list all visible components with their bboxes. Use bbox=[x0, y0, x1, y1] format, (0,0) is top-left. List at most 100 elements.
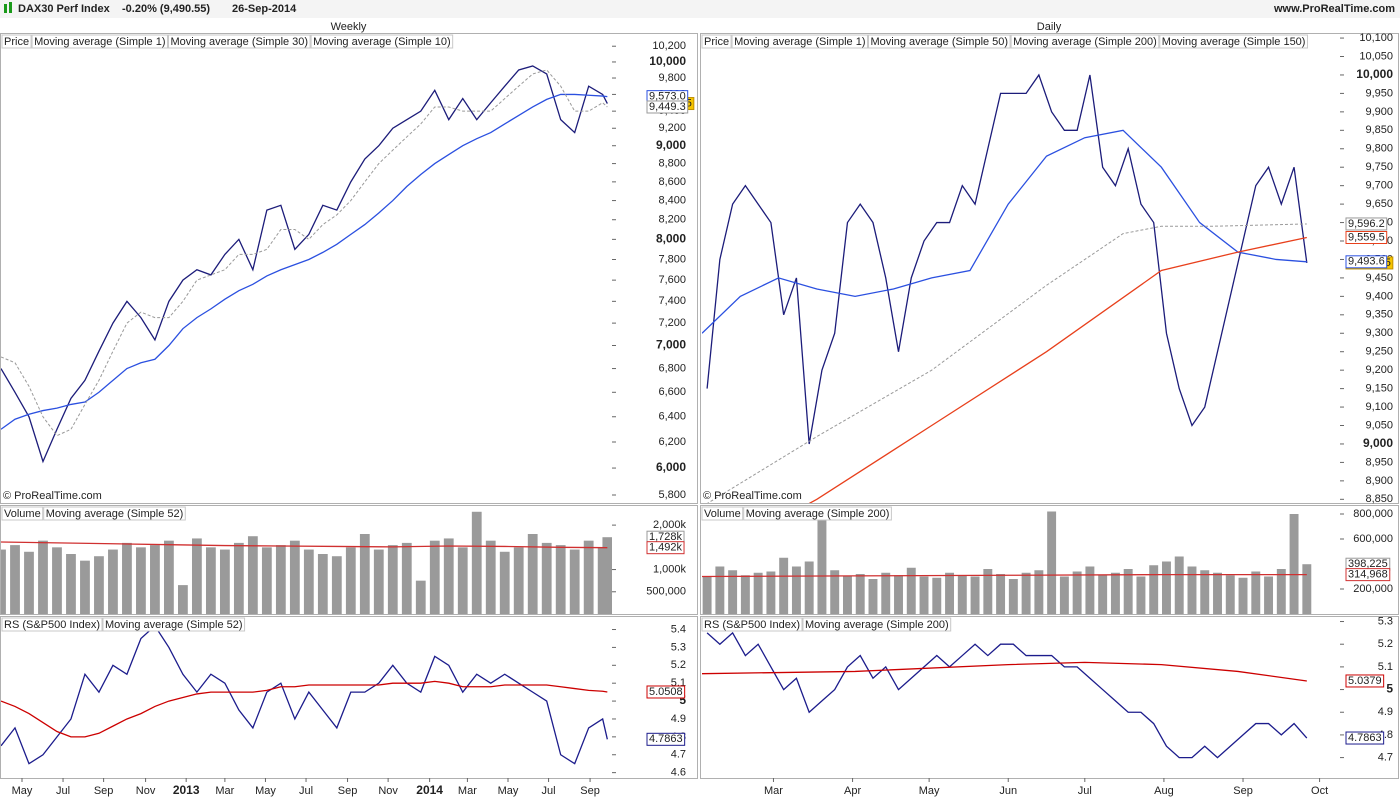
volume-bar bbox=[1059, 576, 1069, 614]
volume-bar bbox=[766, 571, 776, 614]
legend-box bbox=[802, 617, 952, 632]
legend-box bbox=[701, 34, 732, 49]
volume-bar bbox=[108, 549, 118, 614]
y-tick-label: 200,000 bbox=[1353, 583, 1393, 595]
x-tick-label: Nov bbox=[136, 785, 156, 797]
y-tick-label: 600,000 bbox=[1353, 533, 1393, 545]
y-tick-label: 9,200 bbox=[658, 122, 686, 134]
y-tick-label: 10,000 bbox=[649, 54, 686, 68]
volume-bar bbox=[1264, 576, 1274, 614]
y-tick-label: 4.9 bbox=[1378, 706, 1393, 718]
volume-bar bbox=[906, 567, 916, 614]
y-tick-label: 8,800 bbox=[658, 157, 686, 169]
x-tick-label: Mar bbox=[215, 785, 234, 797]
legend-item: Moving average (Simple 1) bbox=[34, 36, 165, 48]
volume-bar bbox=[429, 540, 440, 614]
volume-bar bbox=[457, 547, 468, 614]
watermark: © ProRealTime.com bbox=[703, 490, 802, 502]
last-value-box bbox=[1345, 731, 1385, 745]
volume-bar bbox=[804, 561, 814, 614]
y-tick-label: 500,000 bbox=[646, 586, 686, 598]
volume-bar bbox=[830, 570, 840, 614]
volume-bar bbox=[569, 549, 580, 614]
y-tick-label: 6,200 bbox=[658, 436, 686, 448]
series-line bbox=[706, 631, 1308, 759]
volume-bar bbox=[415, 580, 426, 614]
last-value-box bbox=[1345, 568, 1391, 582]
volume-bar bbox=[122, 542, 132, 614]
panel-title: Daily bbox=[1037, 21, 1062, 33]
volume-bar bbox=[1123, 569, 1133, 614]
last-value-label: 4.7863 bbox=[1348, 732, 1382, 744]
x-tick-label: Jul bbox=[299, 785, 313, 797]
y-tick-label: 9,050 bbox=[1365, 419, 1393, 431]
legend-box bbox=[701, 506, 744, 521]
x-tick-label: 2014 bbox=[416, 783, 443, 797]
volume-bar bbox=[881, 572, 891, 614]
site-link[interactable]: www.ProRealTime.com bbox=[1273, 3, 1395, 15]
legend-box bbox=[1, 617, 103, 632]
legend-box bbox=[1159, 34, 1308, 49]
legend-item: RS (S&P500 Index) bbox=[4, 619, 100, 631]
volume-bar bbox=[894, 575, 903, 614]
y-tick-label: 9,750 bbox=[1365, 161, 1393, 173]
volume-bar bbox=[983, 569, 993, 614]
plot-area bbox=[1, 65, 608, 464]
volume-bar bbox=[583, 540, 594, 614]
legend-box bbox=[168, 34, 311, 49]
volume-bar bbox=[957, 575, 967, 614]
last-value-label: 1,728k bbox=[649, 531, 683, 543]
legend-box bbox=[1, 34, 32, 49]
x-tick-label: 2013 bbox=[173, 783, 200, 797]
volume-bar bbox=[219, 549, 230, 614]
series-line bbox=[706, 73, 1308, 445]
volume-bar bbox=[178, 585, 188, 614]
x-tick-label: Jun bbox=[999, 785, 1017, 797]
x-tick-label: Sep bbox=[338, 785, 358, 797]
y-tick-label: 5 bbox=[1386, 682, 1393, 696]
volume-bar bbox=[1136, 576, 1146, 614]
x-tick-label: Jul bbox=[1078, 785, 1092, 797]
plot-area bbox=[702, 511, 1312, 614]
volume-bar bbox=[485, 540, 496, 614]
y-tick-label: 5.2 bbox=[671, 659, 686, 671]
volume-bar bbox=[1238, 577, 1248, 614]
y-tick-label: 5 bbox=[679, 693, 686, 707]
y-tick-label: 8,950 bbox=[1365, 456, 1393, 468]
last-value-box bbox=[1345, 231, 1388, 245]
volume-bar bbox=[24, 551, 34, 614]
y-tick-label: 9,000 bbox=[1363, 436, 1393, 450]
volume-bar bbox=[1276, 569, 1286, 614]
volume-bar bbox=[555, 545, 566, 614]
volume-bar bbox=[38, 540, 48, 614]
series-line bbox=[1, 624, 608, 765]
last-value-box bbox=[646, 541, 685, 555]
y-tick-label: 9,250 bbox=[1365, 346, 1393, 358]
x-tick-label: Mar bbox=[764, 785, 783, 797]
x-tick-label: Mar bbox=[458, 785, 477, 797]
last-value-label: 5.0379 bbox=[1348, 675, 1382, 687]
legend-item: Price bbox=[704, 36, 729, 48]
x-tick-label: May bbox=[255, 785, 276, 797]
last-value-label: 9,596.2 bbox=[1348, 218, 1385, 230]
volume-bar bbox=[52, 547, 62, 614]
y-tick-label: 9,300 bbox=[1365, 327, 1393, 339]
series-line bbox=[707, 223, 1307, 503]
last-value-label: 9,559.5 bbox=[1348, 231, 1385, 243]
y-tick-label: 9,450 bbox=[1365, 272, 1393, 284]
volume-bar bbox=[740, 575, 750, 614]
last-value-label: 9,493.6 bbox=[1348, 256, 1385, 268]
volume-bar bbox=[499, 551, 510, 614]
y-tick-label: 10,000 bbox=[1356, 67, 1393, 81]
legend-box bbox=[868, 34, 1011, 49]
price-change: -0.20% (9,490.55) bbox=[122, 3, 210, 15]
y-tick-label: 8,900 bbox=[1365, 475, 1393, 487]
x-tick-label: Aug bbox=[1154, 785, 1174, 797]
legend-item: Volume bbox=[4, 508, 41, 520]
volume-bar bbox=[150, 545, 160, 614]
y-tick-label: 2,000k bbox=[653, 519, 687, 531]
legend-item: Price bbox=[4, 36, 29, 48]
legend-box bbox=[310, 34, 454, 49]
panel-frame bbox=[0, 33, 698, 504]
volume-bar bbox=[945, 572, 955, 614]
